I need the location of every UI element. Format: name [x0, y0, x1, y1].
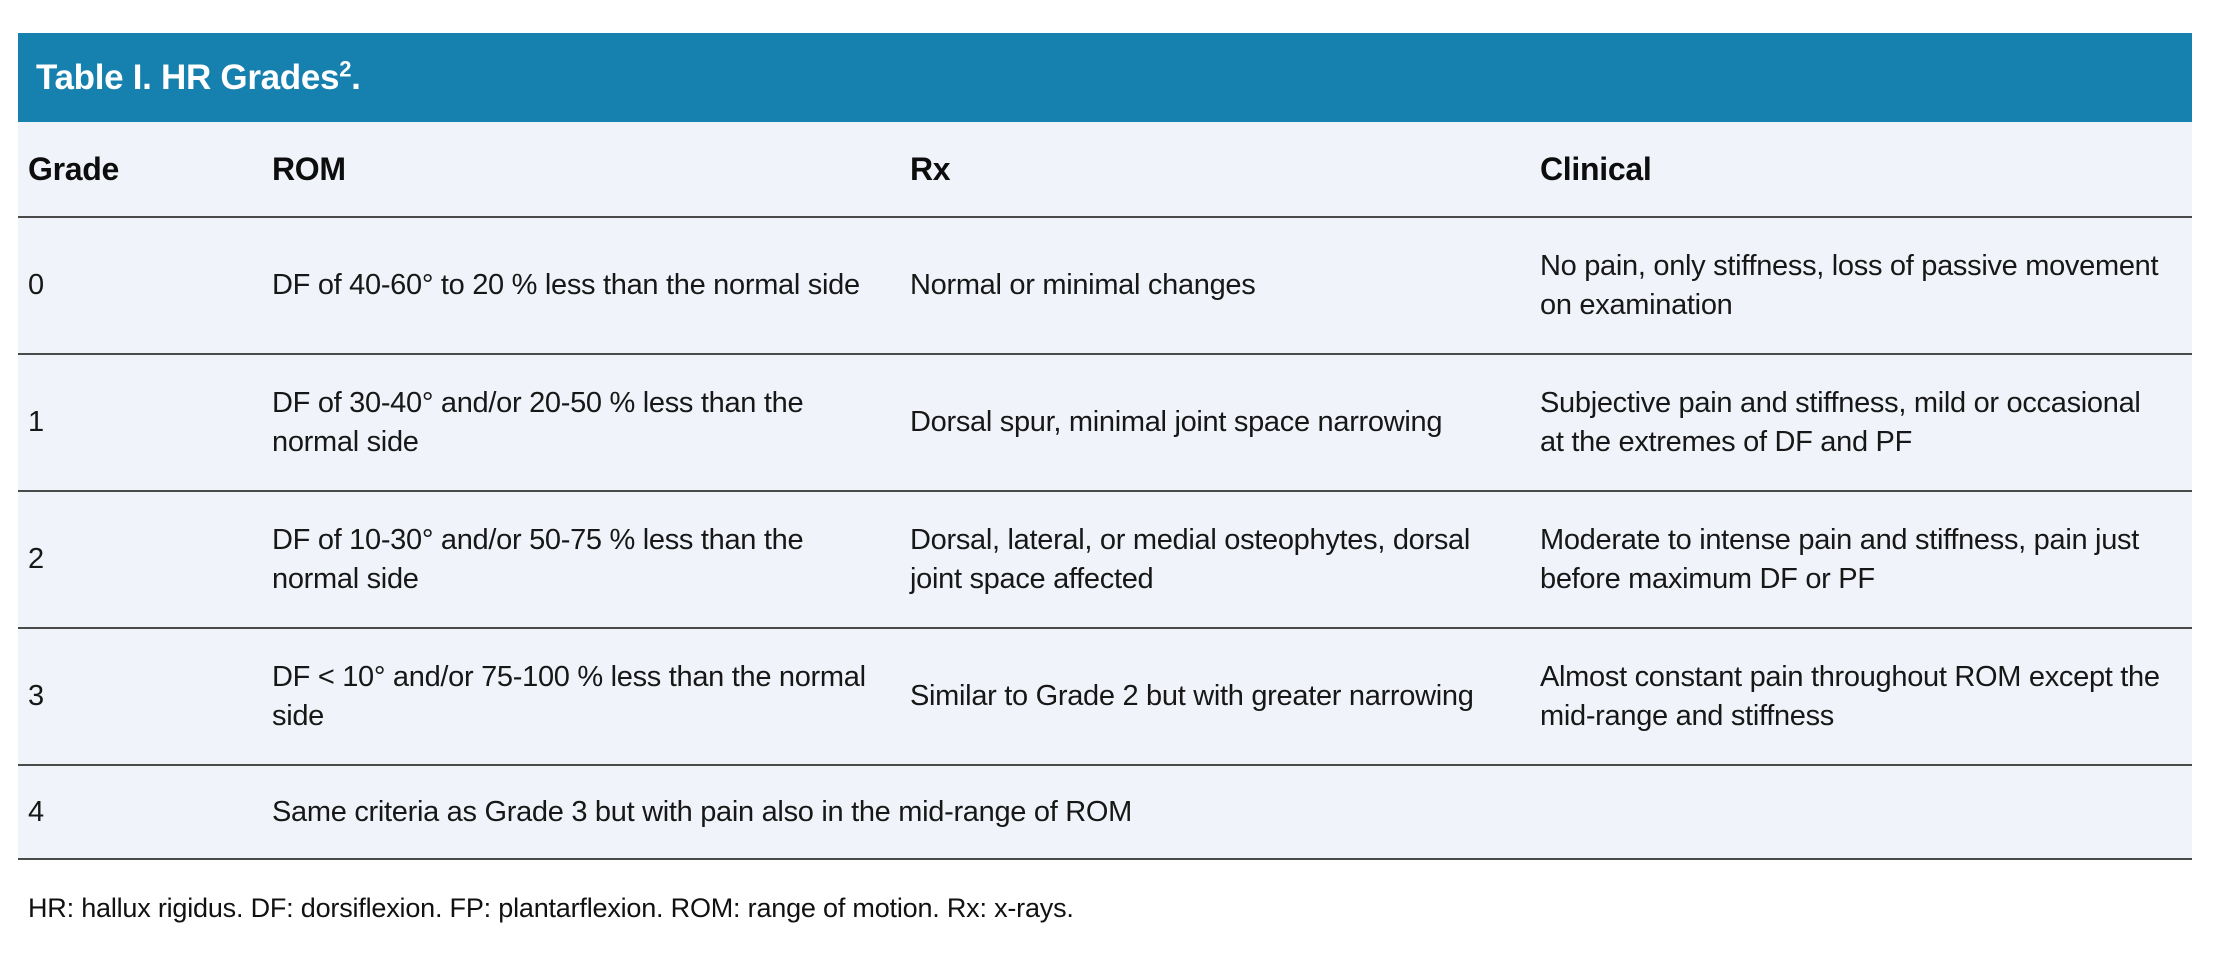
table-title-text: Table I. HR Grades — [36, 57, 340, 97]
table-body: 0 DF of 40-60° to 20 % less than the norm… — [18, 218, 2192, 860]
column-header-rx: Rx — [910, 150, 951, 187]
column-header-clinical: Clinical — [1540, 150, 1652, 187]
table-row: 0 DF of 40-60° to 20 % less than the norm… — [18, 218, 2192, 355]
table-title-bar: Table I. HR Grades2. — [18, 33, 2192, 122]
hr-grades-table: Table I. HR Grades2. Grade ROM Rx Clinic… — [18, 33, 2192, 860]
merged-cell: Same criteria as Grade 3 but with pain a… — [272, 795, 1132, 828]
table-title-period: . — [351, 57, 361, 97]
clinical-cell: Moderate to intense pain and stiffness, … — [1540, 524, 2139, 595]
rom-cell: DF of 30-40° and/or 20-50 % less than th… — [272, 387, 804, 458]
rx-cell: Dorsal, lateral, or medial osteophytes, … — [910, 524, 1471, 595]
rom-cell: DF of 40-60° to 20 % less than the norma… — [272, 269, 860, 302]
grade-cell: 1 — [28, 406, 44, 439]
clinical-cell: No pain, only stiffness, loss of passive… — [1540, 250, 2159, 321]
grade-cell: 2 — [28, 543, 44, 576]
table-title-citation: 2 — [339, 55, 352, 81]
clinical-cell: Subjective pain and stiffness, mild or o… — [1540, 387, 2141, 458]
grade-cell: 4 — [28, 795, 44, 828]
table-row: 4 Same criteria as Grade 3 but with pain … — [18, 766, 2192, 860]
rx-cell: Similar to Grade 2 but with greater narr… — [910, 680, 1474, 713]
grade-cell: 3 — [28, 680, 44, 713]
column-header-rom: ROM — [272, 150, 346, 187]
table-row: 2 DF of 10-30° and/or 50-75 % less than t… — [18, 492, 2192, 629]
table-footnote: HR: hallux rigidus. DF: dorsiflexion. FP… — [28, 893, 1074, 923]
table-title: Table I. HR Grades2. — [36, 55, 361, 98]
table-content: Grade ROM Rx Clinical 0 DF of 40-60° to 2… — [18, 122, 2192, 860]
table-row: 1 DF of 30-40° and/or 20-50 % less than t… — [18, 355, 2192, 492]
table-row: 3 DF < 10° and/or 75-100 % less than the … — [18, 629, 2192, 766]
rom-cell: DF < 10° and/or 75-100 % less than the n… — [272, 661, 866, 732]
clinical-cell: Almost constant pain throughout ROM exce… — [1540, 661, 2160, 732]
table-header-row: Grade ROM Rx Clinical — [18, 122, 2192, 218]
rx-cell: Dorsal spur, minimal joint space narrowi… — [910, 406, 1443, 439]
rx-cell: Normal or minimal changes — [910, 269, 1256, 302]
rom-cell: DF of 10-30° and/or 50-75 % less than th… — [272, 524, 804, 595]
column-header-grade: Grade — [28, 150, 119, 187]
grade-cell: 0 — [28, 269, 44, 302]
